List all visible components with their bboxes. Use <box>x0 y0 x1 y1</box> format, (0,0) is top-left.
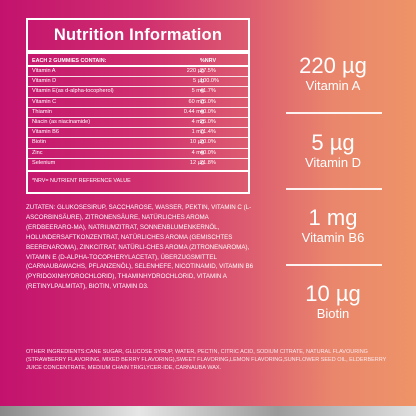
nutrient-amount: 60 mg <box>188 98 204 105</box>
callout-vitamin-d: 5 µg Vitamin D <box>268 131 398 171</box>
nutrient-row: Vitamin C 60 mg 75.0% <box>28 98 248 108</box>
callout-value: 10 µg <box>305 281 361 306</box>
nutrition-footnote: *NRV= NUTRIENT REFERENCE VALUE <box>28 169 248 184</box>
nutrient-name: Thiamin <box>32 108 52 115</box>
callout-value: 5 µg <box>311 130 355 155</box>
nutrient-name: Vitamin C <box>32 98 57 105</box>
nutrition-panel: Nutrition Information EACH 2 GUMMIES CON… <box>26 18 250 194</box>
other-ingredients-text: OTHER INGREDIENTS:CANE SUGAR, GLUCOSE SY… <box>26 349 387 371</box>
nutrient-nrv: 40.0% <box>200 149 216 156</box>
nutrient-nrv: 27.5% <box>200 68 216 74</box>
nutrient-amount: 220 µg <box>186 68 204 74</box>
callout-name: Vitamin D <box>304 155 362 170</box>
nutrition-header: EACH 2 GUMMIES CONTAIN: %NRV <box>28 54 248 67</box>
callout-value: 1 mg <box>308 205 358 230</box>
nutrient-nrv: 75.0% <box>200 98 216 105</box>
callout-value: 220 µg <box>299 53 367 78</box>
nutrient-row: Zinc 4 mg 40.0% <box>28 149 248 159</box>
callout-divider <box>286 264 382 266</box>
nutrient-row: Selenium 12 µg 21.8% <box>28 159 248 168</box>
header-nrv: %NRV <box>200 58 217 64</box>
callout-biotin: 10 µg Biotin <box>268 282 398 322</box>
nutrient-amount: 4 mg <box>191 118 204 125</box>
callout-name: Vitamin A <box>305 78 361 93</box>
nutrient-name: Niacin (as niacinamide) <box>32 118 91 125</box>
nutrient-row: Vitamin E(as d-alpha-tocopherol) 5 mg 41… <box>28 87 248 98</box>
nutrient-nrv: 40.0% <box>200 108 216 115</box>
bottom-strip <box>0 406 416 416</box>
nutrient-name: Vitamin D <box>32 78 57 85</box>
nutrient-name: Vitamin B6 <box>32 129 59 136</box>
nutrient-row: Biotin 10 µg 20.0% <box>28 138 248 149</box>
nutrient-name: Zinc <box>32 149 43 156</box>
callout-vitamin-a: 220 µg Vitamin A <box>268 54 398 94</box>
callout-name: Vitamin B6 <box>301 230 365 245</box>
nutrient-row: Vitamin D 5 µg 100.0% <box>28 77 248 88</box>
nutrient-name: Vitamin A <box>32 68 56 74</box>
nutrient-row: Thiamin 0.44 mg 40.0% <box>28 108 248 118</box>
callout-divider <box>286 188 382 190</box>
nutrient-amount: 1 mg <box>191 129 204 136</box>
nutrient-name: Vitamin E(as d-alpha-tocopherol) <box>32 88 114 95</box>
nutrient-amount: 5 mg <box>191 88 204 95</box>
nutrient-name: Biotin <box>32 139 46 146</box>
callout-divider <box>286 112 382 114</box>
callout-vitamin-b6: 1 mg Vitamin B6 <box>268 206 398 246</box>
zutaten-text: ZUTATEN: GLUKOSESIRUP, SACCHAROSE, WASSE… <box>26 204 254 291</box>
nutrient-nrv: 25.0% <box>200 118 216 125</box>
nutrient-row: Vitamin A 220 µg 27.5% <box>28 67 248 78</box>
nutrient-amount: 5 µg <box>193 78 204 85</box>
nutrient-amount: 12 µg <box>189 159 204 166</box>
nutrient-nrv: 71.4% <box>200 129 216 136</box>
nutrition-title: Nutrition Information <box>28 20 248 54</box>
nutrient-amount: 4 mg <box>191 149 204 156</box>
nutrient-nrv: 100.0% <box>200 78 219 85</box>
nutrient-nrv: 20.0% <box>200 139 216 146</box>
nutrient-amount: 10 µg <box>189 139 204 146</box>
nutrient-amount: 0.44 mg <box>183 108 204 115</box>
callout-name: Biotin <box>316 306 350 321</box>
nutrient-row: Vitamin B6 1 mg 71.4% <box>28 128 248 139</box>
nutrient-nrv: 41.7% <box>200 88 216 95</box>
header-label: EACH 2 GUMMIES CONTAIN: <box>32 58 107 64</box>
nutrient-name: Selenium <box>32 159 56 166</box>
nutrient-nrv: 21.8% <box>200 159 216 166</box>
nutrient-row: Niacin (as niacinamide) 4 mg 25.0% <box>28 118 248 129</box>
